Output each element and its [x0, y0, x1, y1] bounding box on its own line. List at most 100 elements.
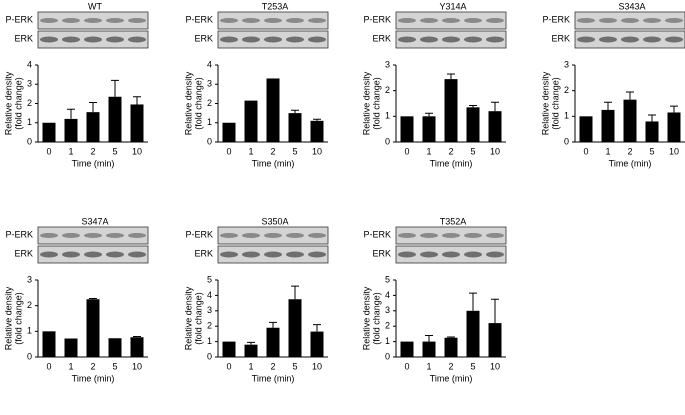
- error-bar: [313, 118, 321, 121]
- blot-band: [643, 36, 661, 43]
- blot-band: [420, 36, 438, 43]
- x-tick-label: 5: [292, 146, 297, 156]
- y-tick-label: 0: [564, 136, 569, 146]
- blot-band: [264, 233, 282, 238]
- x-tick-label: 1: [68, 361, 73, 371]
- y-tick-label: 1: [564, 111, 569, 121]
- blot-band: [84, 233, 102, 238]
- bar: [244, 344, 258, 357]
- x-tick-label: 2: [270, 361, 275, 371]
- blot-band: [106, 36, 124, 43]
- y-tick-label: 1: [27, 117, 32, 127]
- y-axis-label: (fold change): [371, 292, 381, 345]
- blot-band: [220, 36, 238, 43]
- y-tick-label: 0: [27, 351, 32, 361]
- y-tick-label: 5: [207, 274, 212, 284]
- panel: T253A P-ERK ERK 0 1 2 3 4 Relative density (fold …: [183, 1, 329, 168]
- panel-title: S347A: [81, 216, 108, 226]
- panel: S350A P-ERK ERK 0 1 2 3 4 5 Relative density (fold…: [183, 216, 329, 383]
- blot-band: [128, 251, 146, 258]
- blot-band: [442, 18, 460, 23]
- blot-label: P-ERK: [542, 14, 570, 24]
- error-bar: [67, 108, 75, 119]
- bar: [64, 338, 78, 357]
- blot-band: [220, 251, 238, 258]
- blot-band: [420, 18, 438, 23]
- blot-band: [398, 233, 416, 238]
- blot-band: [84, 36, 102, 43]
- y-tick-label: 3: [27, 274, 32, 284]
- blot-label: P-ERK: [5, 229, 33, 239]
- bar: [466, 310, 480, 357]
- y-tick-label: 0: [27, 136, 32, 146]
- x-tick-label: 1: [248, 361, 253, 371]
- y-tick-label: 3: [385, 305, 390, 315]
- x-tick-label: 5: [470, 146, 475, 156]
- y-tick-label: 4: [27, 59, 32, 69]
- bar: [222, 122, 236, 142]
- blot-band: [242, 233, 260, 238]
- bar: [422, 341, 436, 357]
- bar: [86, 112, 100, 142]
- y-tick-label: 5: [385, 274, 390, 284]
- x-tick-label: 0: [404, 146, 409, 156]
- blot-label: ERK: [14, 248, 33, 258]
- blot-band: [286, 233, 304, 238]
- x-tick-label: 1: [248, 146, 253, 156]
- y-axis-label: (fold change): [193, 77, 203, 130]
- y-axis-label: Relative density: [183, 286, 193, 350]
- blot-band: [308, 36, 326, 43]
- x-tick-label: 5: [649, 146, 654, 156]
- blot-band: [220, 233, 238, 238]
- x-tick-label: 0: [226, 146, 231, 156]
- blot-band: [599, 36, 617, 43]
- bar: [288, 299, 302, 357]
- y-tick-label: 0: [207, 136, 212, 146]
- blot-band: [621, 36, 639, 43]
- y-axis-label: Relative density: [3, 286, 13, 350]
- blot-band: [599, 18, 617, 23]
- blot-band: [464, 233, 482, 238]
- blot-band: [40, 18, 58, 23]
- y-tick-label: 3: [564, 59, 569, 69]
- blot-label: P-ERK: [363, 229, 391, 239]
- blot-band: [40, 251, 58, 258]
- panel-title: T253A: [262, 1, 289, 11]
- panel: S347A P-ERK ERK 0 1 2 3 Relative density (fold c…: [3, 216, 149, 383]
- y-tick-label: 3: [207, 79, 212, 89]
- blot-band: [242, 251, 260, 258]
- x-tick-label: 2: [448, 146, 453, 156]
- x-tick-label: 1: [426, 361, 431, 371]
- error-bar: [269, 321, 277, 328]
- error-bar: [313, 324, 321, 332]
- blot-band: [40, 36, 58, 43]
- bar: [310, 120, 324, 142]
- error-bar: [469, 292, 477, 311]
- bar: [667, 112, 681, 142]
- blot-band: [84, 251, 102, 258]
- panel-title: T352A: [440, 216, 467, 226]
- blot-band: [286, 36, 304, 43]
- x-tick-label: 2: [90, 361, 95, 371]
- x-tick-label: 0: [226, 361, 231, 371]
- y-tick-label: 2: [27, 300, 32, 310]
- x-tick-label: 0: [46, 361, 51, 371]
- bar: [64, 118, 78, 142]
- x-tick-label: 2: [627, 146, 632, 156]
- x-tick-label: 10: [312, 146, 322, 156]
- bar: [130, 337, 144, 357]
- blot-band: [665, 36, 683, 43]
- x-axis-label: Time (min): [72, 158, 115, 168]
- y-axis-label: (fold change): [193, 292, 203, 345]
- blot-label: ERK: [372, 248, 391, 258]
- bar: [222, 341, 236, 357]
- bar: [400, 116, 414, 142]
- y-tick-label: 1: [385, 336, 390, 346]
- x-tick-label: 10: [490, 146, 500, 156]
- bar: [266, 327, 280, 357]
- y-tick-label: 4: [385, 290, 390, 300]
- blot-band: [264, 251, 282, 258]
- blot-band: [286, 251, 304, 258]
- x-axis-label: Time (min): [252, 373, 295, 383]
- blot-label: ERK: [14, 33, 33, 43]
